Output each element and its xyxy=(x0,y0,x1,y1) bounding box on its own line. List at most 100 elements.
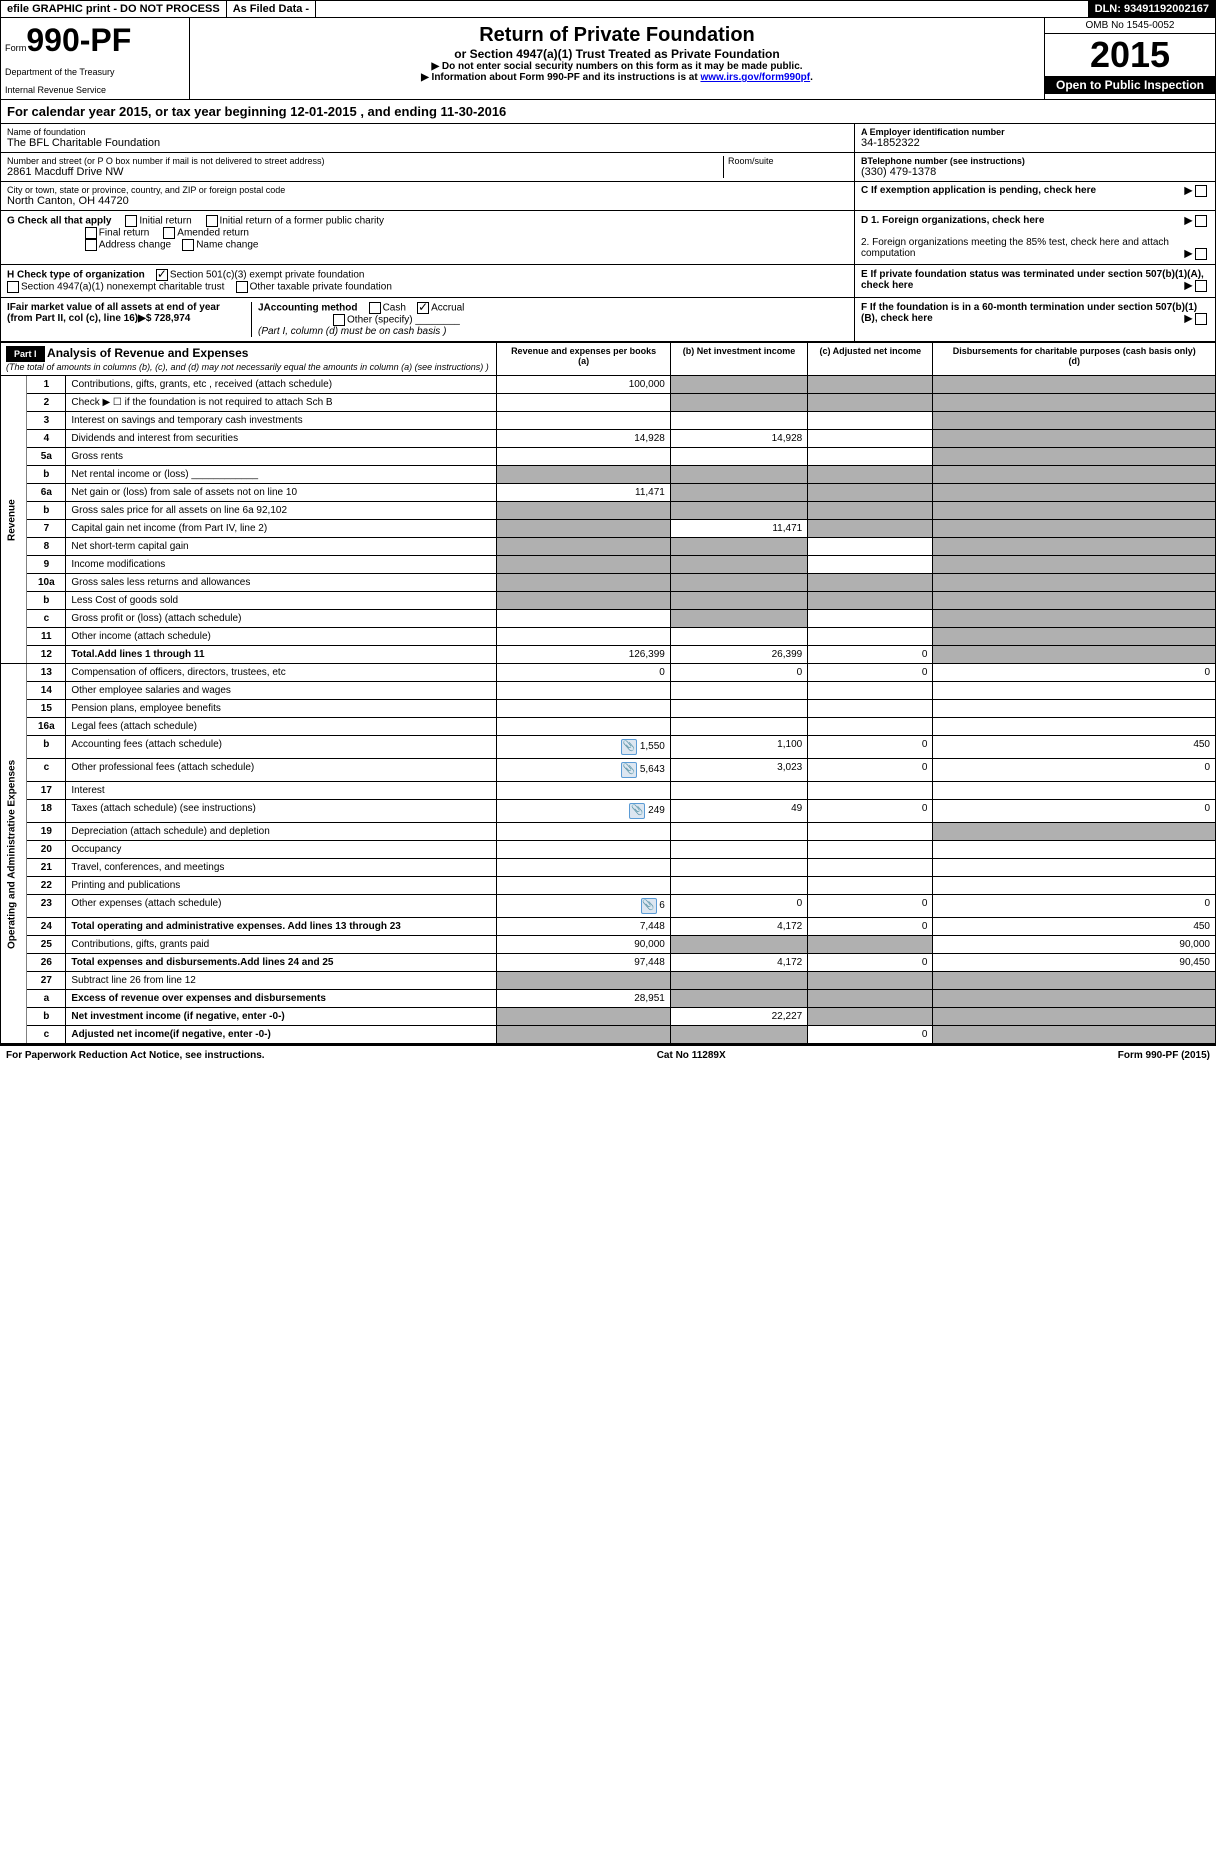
table-row: cAdjusted net income(if negative, enter … xyxy=(1,1026,1216,1044)
initial-return-checkbox[interactable] xyxy=(125,215,137,227)
d1-checkbox[interactable] xyxy=(1195,215,1207,227)
table-row: 25Contributions, gifts, grants paid90,00… xyxy=(1,936,1216,954)
row-number: 21 xyxy=(27,859,66,877)
row-description: Contributions, gifts, grants, etc , rece… xyxy=(66,376,497,394)
value-cell-d xyxy=(933,718,1216,736)
attachment-icon[interactable]: 📎 xyxy=(621,762,637,778)
value-cell-c: 0 xyxy=(808,646,933,664)
open-inspection: Open to Public Inspection xyxy=(1045,76,1215,94)
value-cell-c xyxy=(808,430,933,448)
value-cell-c: 0 xyxy=(808,759,933,782)
row-description: Interest xyxy=(66,782,497,800)
value-cell-a: 126,399 xyxy=(497,646,671,664)
value-cell-d xyxy=(933,592,1216,610)
amended-return-checkbox[interactable] xyxy=(163,227,175,239)
table-row: 16aLegal fees (attach schedule) xyxy=(1,718,1216,736)
phone-label: BTelephone number (see instructions) xyxy=(861,156,1209,166)
value-cell-c xyxy=(808,484,933,502)
value-cell-a: 📎 6 xyxy=(497,895,671,918)
f-checkbox[interactable] xyxy=(1195,313,1207,325)
table-row: 26Total expenses and disbursements.Add l… xyxy=(1,954,1216,972)
row-number: c xyxy=(27,610,66,628)
attachment-icon[interactable]: 📎 xyxy=(641,898,657,914)
col-a-header: Revenue and expenses per books(a) xyxy=(497,343,671,376)
attachment-icon[interactable]: 📎 xyxy=(629,803,645,819)
value-cell-b: 11,471 xyxy=(670,520,807,538)
value-cell-d xyxy=(933,877,1216,895)
row-description: Travel, conferences, and meetings xyxy=(66,859,497,877)
table-row: 24Total operating and administrative exp… xyxy=(1,918,1216,936)
d2-checkbox[interactable] xyxy=(1195,248,1207,260)
table-row: 7Capital gain net income (from Part IV, … xyxy=(1,520,1216,538)
row-description: Check ▶ ☐ if the foundation is not requi… xyxy=(66,394,497,412)
value-cell-a xyxy=(497,538,671,556)
value-cell-a xyxy=(497,972,671,990)
value-cell-d xyxy=(933,412,1216,430)
cash-checkbox[interactable] xyxy=(369,302,381,314)
row-number: 17 xyxy=(27,782,66,800)
i-label: IFair market value of all assets at end … xyxy=(7,302,220,324)
e-label: E If private foundation status was termi… xyxy=(861,269,1204,291)
accrual-checkbox[interactable] xyxy=(417,302,429,314)
table-row: Revenue1Contributions, gifts, grants, et… xyxy=(1,376,1216,394)
other-method-checkbox[interactable] xyxy=(333,314,345,326)
table-row: 21Travel, conferences, and meetings xyxy=(1,859,1216,877)
initial-former-checkbox[interactable] xyxy=(206,215,218,227)
value-cell-d xyxy=(933,556,1216,574)
row-description: Printing and publications xyxy=(66,877,497,895)
row-description: Gross rents xyxy=(66,448,497,466)
row-number: 2 xyxy=(27,394,66,412)
d1-label: D 1. Foreign organizations, check here xyxy=(861,215,1044,226)
value-cell-d: 450 xyxy=(933,736,1216,759)
value-cell-c xyxy=(808,700,933,718)
value-cell-b xyxy=(670,610,807,628)
part1-table: Part I Analysis of Revenue and Expenses … xyxy=(0,342,1216,1044)
row-number: 27 xyxy=(27,972,66,990)
attachment-icon[interactable]: 📎 xyxy=(621,739,637,755)
table-row: 3Interest on savings and temporary cash … xyxy=(1,412,1216,430)
row-number: 20 xyxy=(27,841,66,859)
table-row: 23Other expenses (attach schedule)📎 6000 xyxy=(1,895,1216,918)
value-cell-a xyxy=(497,1026,671,1044)
row-number: b xyxy=(27,736,66,759)
e-checkbox[interactable] xyxy=(1195,280,1207,292)
value-cell-b: 3,023 xyxy=(670,759,807,782)
value-cell-a xyxy=(497,628,671,646)
tax-year: 2015 xyxy=(1045,34,1215,76)
4947-checkbox[interactable] xyxy=(7,281,19,293)
other-taxable-checkbox[interactable] xyxy=(236,281,248,293)
501c3-checkbox[interactable] xyxy=(156,269,168,281)
footer-mid: Cat No 11289X xyxy=(657,1050,726,1061)
f-label: F If the foundation is in a 60-month ter… xyxy=(861,302,1197,324)
table-row: 14Other employee salaries and wages xyxy=(1,682,1216,700)
row-description: Net investment income (if negative, ente… xyxy=(66,1008,497,1026)
row-number: 5a xyxy=(27,448,66,466)
table-row: aExcess of revenue over expenses and dis… xyxy=(1,990,1216,1008)
form-note1: ▶ Do not enter social security numbers o… xyxy=(196,61,1038,72)
row-number: 19 xyxy=(27,823,66,841)
table-row: 10aGross sales less returns and allowanc… xyxy=(1,574,1216,592)
value-cell-b xyxy=(670,556,807,574)
value-cell-c xyxy=(808,972,933,990)
irs-link[interactable]: www.irs.gov/form990pf xyxy=(700,72,810,83)
value-cell-b xyxy=(670,682,807,700)
row-description: Gross profit or (loss) (attach schedule) xyxy=(66,610,497,628)
table-row: cGross profit or (loss) (attach schedule… xyxy=(1,610,1216,628)
final-return-checkbox[interactable] xyxy=(85,227,97,239)
value-cell-d: 0 xyxy=(933,895,1216,918)
value-cell-b xyxy=(670,394,807,412)
table-row: 19Depreciation (attach schedule) and dep… xyxy=(1,823,1216,841)
row-description: Gross sales price for all assets on line… xyxy=(66,502,497,520)
pending-checkbox[interactable] xyxy=(1195,185,1207,197)
value-cell-d xyxy=(933,466,1216,484)
address-change-checkbox[interactable] xyxy=(85,239,97,251)
value-cell-c: 0 xyxy=(808,954,933,972)
row-number: 10a xyxy=(27,574,66,592)
value-cell-c xyxy=(808,718,933,736)
value-cell-d xyxy=(933,484,1216,502)
row-number: b xyxy=(27,592,66,610)
row-description: Other expenses (attach schedule) xyxy=(66,895,497,918)
name-change-checkbox[interactable] xyxy=(182,239,194,251)
row-number: b xyxy=(27,1008,66,1026)
value-cell-a xyxy=(497,700,671,718)
